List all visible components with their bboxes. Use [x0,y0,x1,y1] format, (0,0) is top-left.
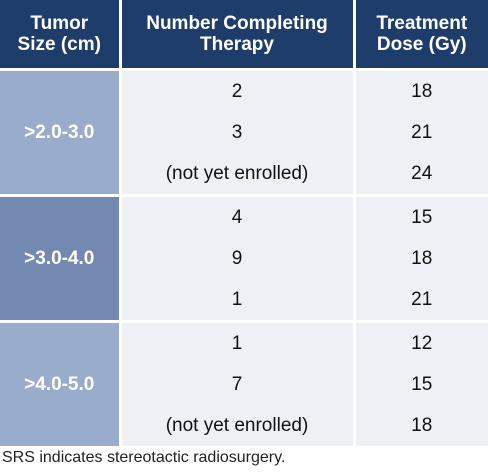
header-tumor-size-line1: Tumor [30,13,89,34]
dose-cell: 18 [354,405,488,446]
header-dose-line2: Dose (Gy) [376,34,467,55]
header-number-line2: Therapy [200,34,274,55]
table-row: >2.0-3.0 2 18 [0,68,488,196]
dose-cell: 18 [354,68,488,112]
number-cell: (not yet enrolled) [120,405,356,446]
number-cell: 3 [120,112,356,153]
tumor-size-cell: >4.0-5.0 [0,320,122,446]
table-body: >2.0-3.0 2 18 3 21 (not yet enrolled) 24… [0,68,488,446]
table-row: 7 15 [0,364,488,405]
dose-cell: 12 [354,320,488,364]
header-treatment-dose: Treatment Dose (Gy) [354,0,488,70]
dose-cell: 18 [354,238,488,279]
number-cell: 7 [120,364,356,405]
header-number-completing: Number Completing Therapy [120,0,356,70]
footnote: SRS indicates stereotactic radiosurgery. [2,449,286,466]
table-row: (not yet enrolled) 24 [0,153,488,196]
table-row: 9 18 [0,238,488,279]
dose-cell: 21 [354,279,488,322]
tumor-size-cell: >3.0-4.0 [0,194,122,322]
header-dose-line1: Treatment [376,13,468,34]
table-row: 1 21 [0,279,488,322]
number-cell: 1 [120,279,356,322]
number-cell: 9 [120,238,356,279]
dose-table: Tumor Size (cm) Number Completing Therap… [0,0,488,446]
dose-cell: 24 [354,153,488,196]
header-number-line1: Number Completing [146,13,328,34]
number-cell: 4 [120,194,356,238]
number-cell: 2 [120,68,356,112]
dose-cell: 15 [354,194,488,238]
table-row: 3 21 [0,112,488,153]
tumor-size-cell: >2.0-3.0 [0,68,122,196]
number-cell: (not yet enrolled) [120,153,356,196]
dose-table-container: Tumor Size (cm) Number Completing Therap… [0,0,488,446]
table-row: (not yet enrolled) 18 [0,405,488,446]
dose-cell: 21 [354,112,488,153]
dose-cell: 15 [354,364,488,405]
table-row: >3.0-4.0 4 15 [0,194,488,322]
number-cell: 1 [120,320,356,364]
table-header: Tumor Size (cm) Number Completing Therap… [0,0,488,70]
header-row: Tumor Size (cm) Number Completing Therap… [0,0,488,70]
table-row: >4.0-5.0 1 12 [0,320,488,446]
header-tumor-size-line2: Size (cm) [17,34,101,55]
header-tumor-size: Tumor Size (cm) [0,0,122,70]
